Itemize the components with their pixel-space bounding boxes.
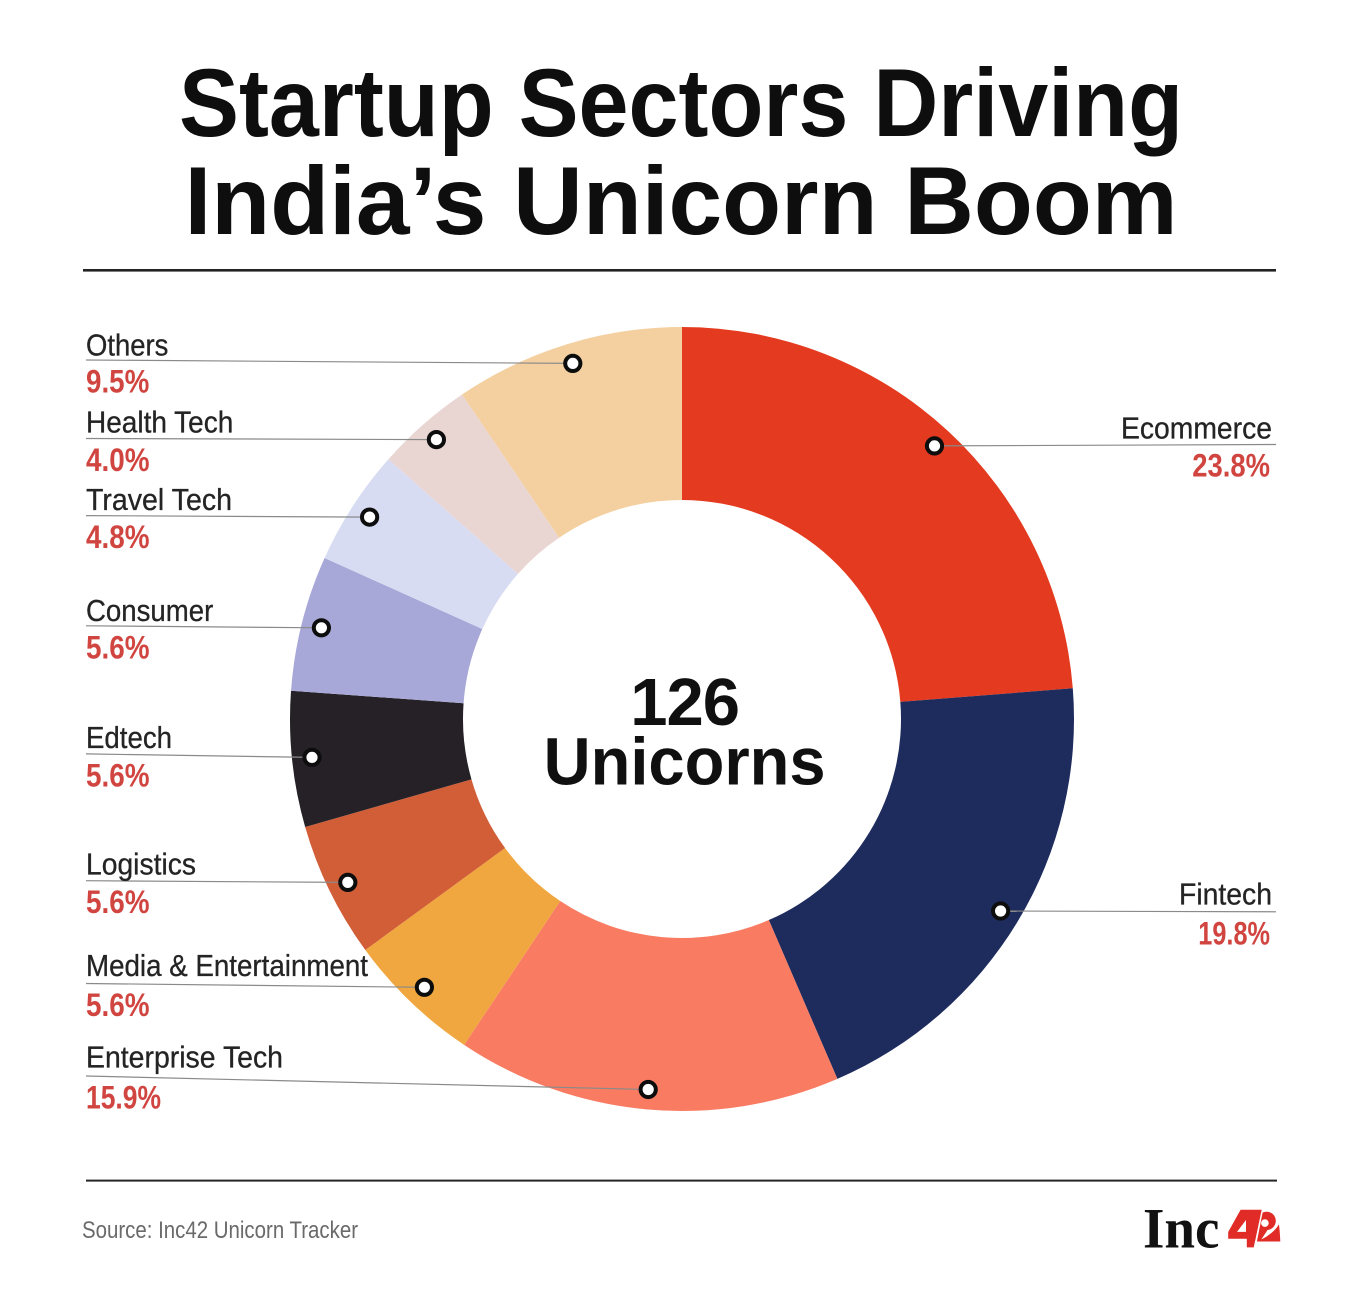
svg-text:Enterprise Tech: Enterprise Tech xyxy=(86,1041,283,1075)
svg-text:5.6%: 5.6% xyxy=(86,757,150,793)
svg-text:Media & Entertainment: Media & Entertainment xyxy=(86,949,368,983)
svg-text:Ecommerce: Ecommerce xyxy=(1121,412,1272,446)
svg-text:Logistics: Logistics xyxy=(86,848,196,882)
svg-text:15.9%: 15.9% xyxy=(86,1080,161,1116)
svg-text:Health Tech: Health Tech xyxy=(86,406,233,440)
svg-text:Inc: Inc xyxy=(1143,1198,1220,1261)
svg-text:126: 126 xyxy=(630,665,739,740)
svg-text:Fintech: Fintech xyxy=(1179,878,1272,912)
svg-text:Travel Tech: Travel Tech xyxy=(86,483,232,517)
svg-text:19.8%: 19.8% xyxy=(1198,915,1270,951)
svg-text:Unicorns: Unicorns xyxy=(544,725,826,800)
svg-text:5.6%: 5.6% xyxy=(86,629,150,665)
svg-text:23.8%: 23.8% xyxy=(1192,448,1270,484)
svg-text:Consumer: Consumer xyxy=(86,594,213,628)
svg-text:9.5%: 9.5% xyxy=(86,364,149,400)
svg-text:Source: Inc42 Unicorn Tracker: Source: Inc42 Unicorn Tracker xyxy=(82,1217,358,1244)
svg-text:4.8%: 4.8% xyxy=(86,519,150,555)
svg-text:5.6%: 5.6% xyxy=(86,884,150,920)
svg-text:Startup Sectors Driving: Startup Sectors Driving xyxy=(179,50,1183,157)
svg-text:5.6%: 5.6% xyxy=(86,987,150,1023)
svg-text:India’s Unicorn Boom: India’s Unicorn Boom xyxy=(185,148,1178,255)
svg-text:4.0%: 4.0% xyxy=(86,442,150,478)
svg-text:Edtech: Edtech xyxy=(86,721,172,755)
svg-text:Others: Others xyxy=(86,329,168,363)
